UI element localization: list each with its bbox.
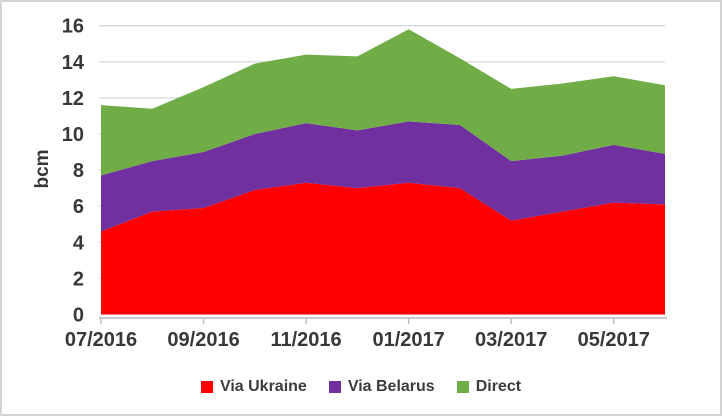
y-tick-label: 4 xyxy=(73,232,85,254)
y-tick-label: 6 xyxy=(73,196,84,218)
x-tick-label: 11/2016 xyxy=(270,329,341,351)
y-tick-label: 2 xyxy=(73,268,84,290)
legend-label-via-ukraine: Via Ukraine xyxy=(219,378,307,395)
y-tick-label: 14 xyxy=(62,52,85,74)
x-tick-label: 01/2017 xyxy=(372,329,444,351)
x-tick-label: 07/2016 xyxy=(65,329,137,351)
legend-swatch-via-belarus xyxy=(328,381,341,393)
x-tick-label: 09/2016 xyxy=(167,329,239,351)
area-via-ukraine xyxy=(101,182,665,315)
legend-swatch-via-ukraine xyxy=(200,381,213,393)
legend-item-via-ukraine: Via Ukraine xyxy=(200,378,307,395)
y-tick-label: 0 xyxy=(73,305,84,327)
legend: Via Ukraine Via Belarus Direct xyxy=(2,379,720,395)
y-tick-label: 12 xyxy=(62,88,84,110)
y-tick-label: 8 xyxy=(73,160,84,182)
y-axis-title: bcm xyxy=(32,149,53,189)
area-direct xyxy=(101,29,665,176)
x-tick-label: 05/2017 xyxy=(578,329,650,351)
area-via-belarus xyxy=(101,121,665,232)
legend-item-via-belarus: Via Belarus xyxy=(328,378,435,395)
legend-label-direct: Direct xyxy=(475,378,522,395)
legend-label-via-belarus: Via Belarus xyxy=(347,378,435,395)
y-tick-label: 10 xyxy=(62,124,84,146)
legend-swatch-direct xyxy=(456,381,469,393)
x-tick-label: 03/2017 xyxy=(475,329,547,351)
legend-item-direct: Direct xyxy=(456,378,522,395)
y-tick-label: 16 xyxy=(62,16,84,38)
